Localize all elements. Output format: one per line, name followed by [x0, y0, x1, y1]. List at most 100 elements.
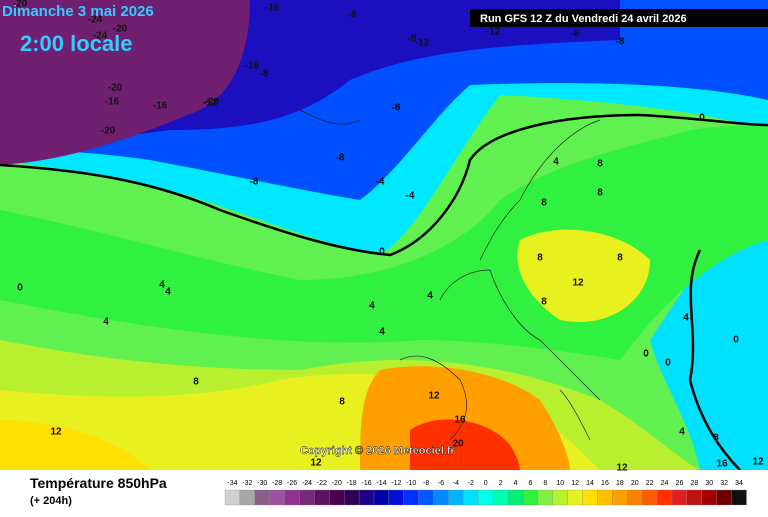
legend-swatch: [686, 489, 702, 506]
contour-label: 4: [683, 313, 689, 324]
legend-swatch: [314, 489, 330, 506]
legend-tick-label: -32: [242, 480, 252, 487]
legend-swatch: [344, 489, 360, 506]
zone-20: [410, 419, 520, 470]
legend-swatch: [358, 489, 375, 506]
contour-label: 12: [50, 427, 62, 438]
legend-swatch: [388, 489, 404, 506]
contour-label: 0: [17, 283, 23, 294]
legend-tick-label: 8: [543, 480, 547, 487]
legend-tick-label: -20: [332, 480, 342, 487]
legend-swatch: [448, 489, 464, 506]
legend-tick-label: -34: [227, 480, 237, 487]
legend-tick-label: 6: [528, 480, 532, 487]
legend-swatch: [731, 489, 747, 506]
contour-label: -8: [392, 103, 401, 114]
legend-tick-label: -14: [376, 480, 386, 487]
contour-label: -8: [250, 177, 259, 188]
contour-label: 8: [617, 253, 623, 264]
footer-title: Température 850hPa: [30, 475, 167, 491]
contour-label: 8: [713, 433, 719, 444]
contour-label: -12: [415, 38, 430, 49]
legend-tick-label: -28: [272, 480, 282, 487]
copyright: Copyright © 2026 Meteociel.fr: [300, 445, 456, 457]
contour-label: 16: [454, 415, 466, 426]
contour-label: 4: [553, 157, 559, 168]
contour-label: -24: [88, 15, 103, 26]
legend-swatch: [567, 489, 583, 506]
contour-label: 8: [193, 377, 199, 388]
contour-label: -24: [93, 31, 108, 42]
legend-tick-label: -24: [302, 480, 312, 487]
legend-swatch: [478, 489, 494, 506]
contour-label: 4: [379, 327, 385, 338]
contour-label: -12: [203, 98, 218, 109]
contour-label: 4: [165, 287, 171, 298]
legend-swatch: [656, 489, 673, 506]
legend-swatch: [701, 489, 717, 506]
legend-swatch: [537, 489, 553, 506]
contour-label: -16: [245, 61, 260, 72]
legend-swatch: [299, 489, 315, 506]
legend-swatch: [642, 489, 658, 506]
coastlines: [299, 109, 601, 441]
zero-isotherm-east: [688, 249, 741, 471]
contour-label: 8: [541, 297, 547, 308]
zero-isotherm: [0, 113, 768, 257]
legend-swatch: [239, 489, 255, 506]
legend-tick-label: 0: [484, 480, 488, 487]
contour-label: 8: [597, 188, 603, 199]
legend-tick-label: 18: [616, 480, 624, 487]
contour-label: 8: [537, 253, 543, 264]
east-cold: [650, 240, 768, 470]
legend-tick-label: -16: [361, 480, 371, 487]
legend-tick-label: -18: [347, 480, 357, 487]
greenland-cold: [0, 0, 250, 165]
legend-tick-label: 30: [705, 480, 713, 487]
contour-label: 8: [597, 159, 603, 170]
contour-label: 8: [541, 198, 547, 209]
legend-swatch: [582, 489, 598, 506]
legend-swatch: [671, 489, 688, 506]
legend-tick-label: -12: [391, 480, 401, 487]
contour-label: -20: [13, 0, 28, 10]
contour-label: -16: [265, 3, 280, 14]
legend-tick-label: 22: [646, 480, 654, 487]
zone-14: [0, 420, 150, 470]
time-label: 2:00 locale: [20, 31, 133, 56]
contour-label: 0: [665, 358, 671, 369]
contour-label: 0: [733, 335, 739, 346]
contour-label: -8: [336, 153, 345, 164]
contour-label: -4: [406, 191, 415, 202]
legend-swatch: [522, 489, 539, 506]
legend-swatch: [716, 489, 732, 506]
contour-label: -8: [571, 29, 580, 40]
legend-swatch: [552, 489, 568, 506]
legend-tick-label: 24: [661, 480, 669, 487]
contour-label: 4: [427, 291, 433, 302]
contour-label: 12: [752, 457, 764, 468]
legend-tick-label: 4: [514, 480, 518, 487]
legend-swatch: [433, 489, 449, 506]
legend-tick-label: 28: [690, 480, 698, 487]
contour-label: -8: [616, 37, 625, 48]
legend-tick-label: 26: [676, 480, 684, 487]
legend-tick-label: -4: [453, 480, 459, 487]
legend-tick-label: -8: [423, 480, 429, 487]
legend-swatch: [329, 489, 345, 506]
contour-label: 12: [616, 463, 628, 474]
legend-swatch: [403, 489, 419, 506]
contour-label: -8: [408, 34, 417, 45]
color-legend: -34 -32 -30 -28 -26 -24 -22 -20 -18 -16 -14 -12 -10-…: [224, 480, 747, 506]
legend-tick-label: -22: [317, 480, 327, 487]
contour-label: 16: [716, 459, 728, 470]
contour-label: 0: [379, 247, 385, 258]
legend-tick-label: -10: [406, 480, 416, 487]
legend-tick-label: -26: [287, 480, 297, 487]
legend-tick-label: -6: [438, 480, 444, 487]
legend-swatch: [373, 489, 390, 506]
contour-label: 4: [159, 280, 165, 291]
legend-swatch: [284, 489, 300, 506]
legend-swatch: [507, 489, 524, 506]
legend-tick-label: 32: [720, 480, 728, 487]
